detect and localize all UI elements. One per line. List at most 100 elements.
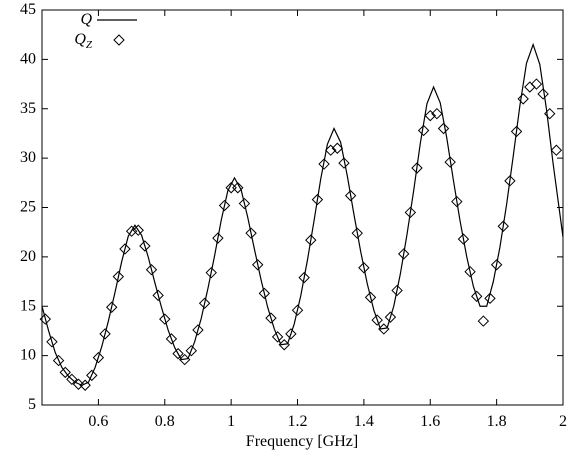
point <box>504 175 516 187</box>
y-tick-label: 15 <box>20 297 36 314</box>
point <box>218 199 231 212</box>
y-tick-label: 20 <box>20 248 36 265</box>
x-tick-label: 1.6 <box>420 413 440 430</box>
point <box>344 189 357 202</box>
point <box>159 313 171 325</box>
point <box>192 324 204 336</box>
y-tick-label: 5 <box>28 396 36 413</box>
point <box>530 78 543 90</box>
point <box>112 270 125 283</box>
point <box>305 234 317 246</box>
point <box>39 313 52 325</box>
point <box>119 243 131 255</box>
point <box>46 336 58 348</box>
point <box>451 195 463 208</box>
point <box>278 339 290 351</box>
point <box>245 227 257 239</box>
point <box>178 353 191 366</box>
y-tick-label: 40 <box>20 50 36 67</box>
point <box>404 206 417 219</box>
point <box>484 292 496 305</box>
point <box>497 220 509 232</box>
point <box>517 93 529 105</box>
point <box>537 88 549 100</box>
x-tick-label: 1.2 <box>288 413 308 430</box>
y-tick-label: 30 <box>20 149 36 166</box>
plot-frame <box>41 9 564 406</box>
point <box>364 291 377 304</box>
point <box>79 379 91 391</box>
point <box>391 284 403 297</box>
point <box>285 328 297 340</box>
y-tick-label: 10 <box>20 346 36 363</box>
point <box>139 240 151 252</box>
point <box>66 373 78 386</box>
point <box>411 162 423 174</box>
point <box>265 312 277 324</box>
point <box>125 225 138 237</box>
point <box>99 328 111 340</box>
point <box>291 304 304 316</box>
point <box>298 271 310 284</box>
point <box>398 248 410 260</box>
point <box>59 366 71 379</box>
point <box>172 347 184 360</box>
x-tick-label: 1.4 <box>354 413 374 430</box>
point <box>371 314 383 326</box>
point <box>72 378 85 390</box>
x-tick-label: 1.8 <box>487 413 507 430</box>
point <box>550 144 563 156</box>
line <box>42 42 563 386</box>
point <box>152 289 164 302</box>
point <box>437 122 450 135</box>
y-tick-label: 25 <box>20 198 36 215</box>
point <box>212 232 224 244</box>
point <box>205 266 217 279</box>
y-tick-label: 35 <box>20 99 36 116</box>
point <box>318 158 330 170</box>
point <box>198 297 211 309</box>
point <box>431 107 443 120</box>
point <box>338 157 350 169</box>
point <box>232 182 244 194</box>
point <box>510 125 523 138</box>
legend-swatch <box>113 34 125 46</box>
point <box>238 197 251 210</box>
point <box>424 109 436 122</box>
point <box>271 331 284 343</box>
point <box>251 259 264 271</box>
point <box>86 369 98 382</box>
point <box>384 311 397 323</box>
point <box>324 144 337 156</box>
point <box>457 233 470 245</box>
x-tick-label: 2 <box>559 413 567 430</box>
point <box>145 264 158 276</box>
point <box>471 290 483 303</box>
x-axis-label: Frequency [GHz] <box>246 433 358 450</box>
legend-label: QZ <box>74 31 93 51</box>
point <box>358 262 370 274</box>
point <box>52 354 65 367</box>
point <box>490 259 503 271</box>
point <box>464 265 476 278</box>
point <box>311 193 324 206</box>
point <box>331 142 344 154</box>
x-tick-label: 1 <box>227 413 235 430</box>
point <box>165 333 178 345</box>
x-tick-label: 0.8 <box>155 413 175 430</box>
point <box>444 156 456 168</box>
point <box>524 81 536 93</box>
point <box>185 344 198 357</box>
x-tick-label: 0.6 <box>88 413 108 430</box>
point <box>544 107 556 120</box>
point <box>92 351 105 364</box>
y-tick-label: 45 <box>20 1 36 18</box>
point <box>132 224 144 236</box>
point <box>477 315 490 327</box>
point <box>417 124 430 137</box>
point <box>105 301 118 313</box>
legend-label: Q <box>80 11 92 28</box>
point <box>378 323 390 335</box>
point <box>258 287 271 300</box>
